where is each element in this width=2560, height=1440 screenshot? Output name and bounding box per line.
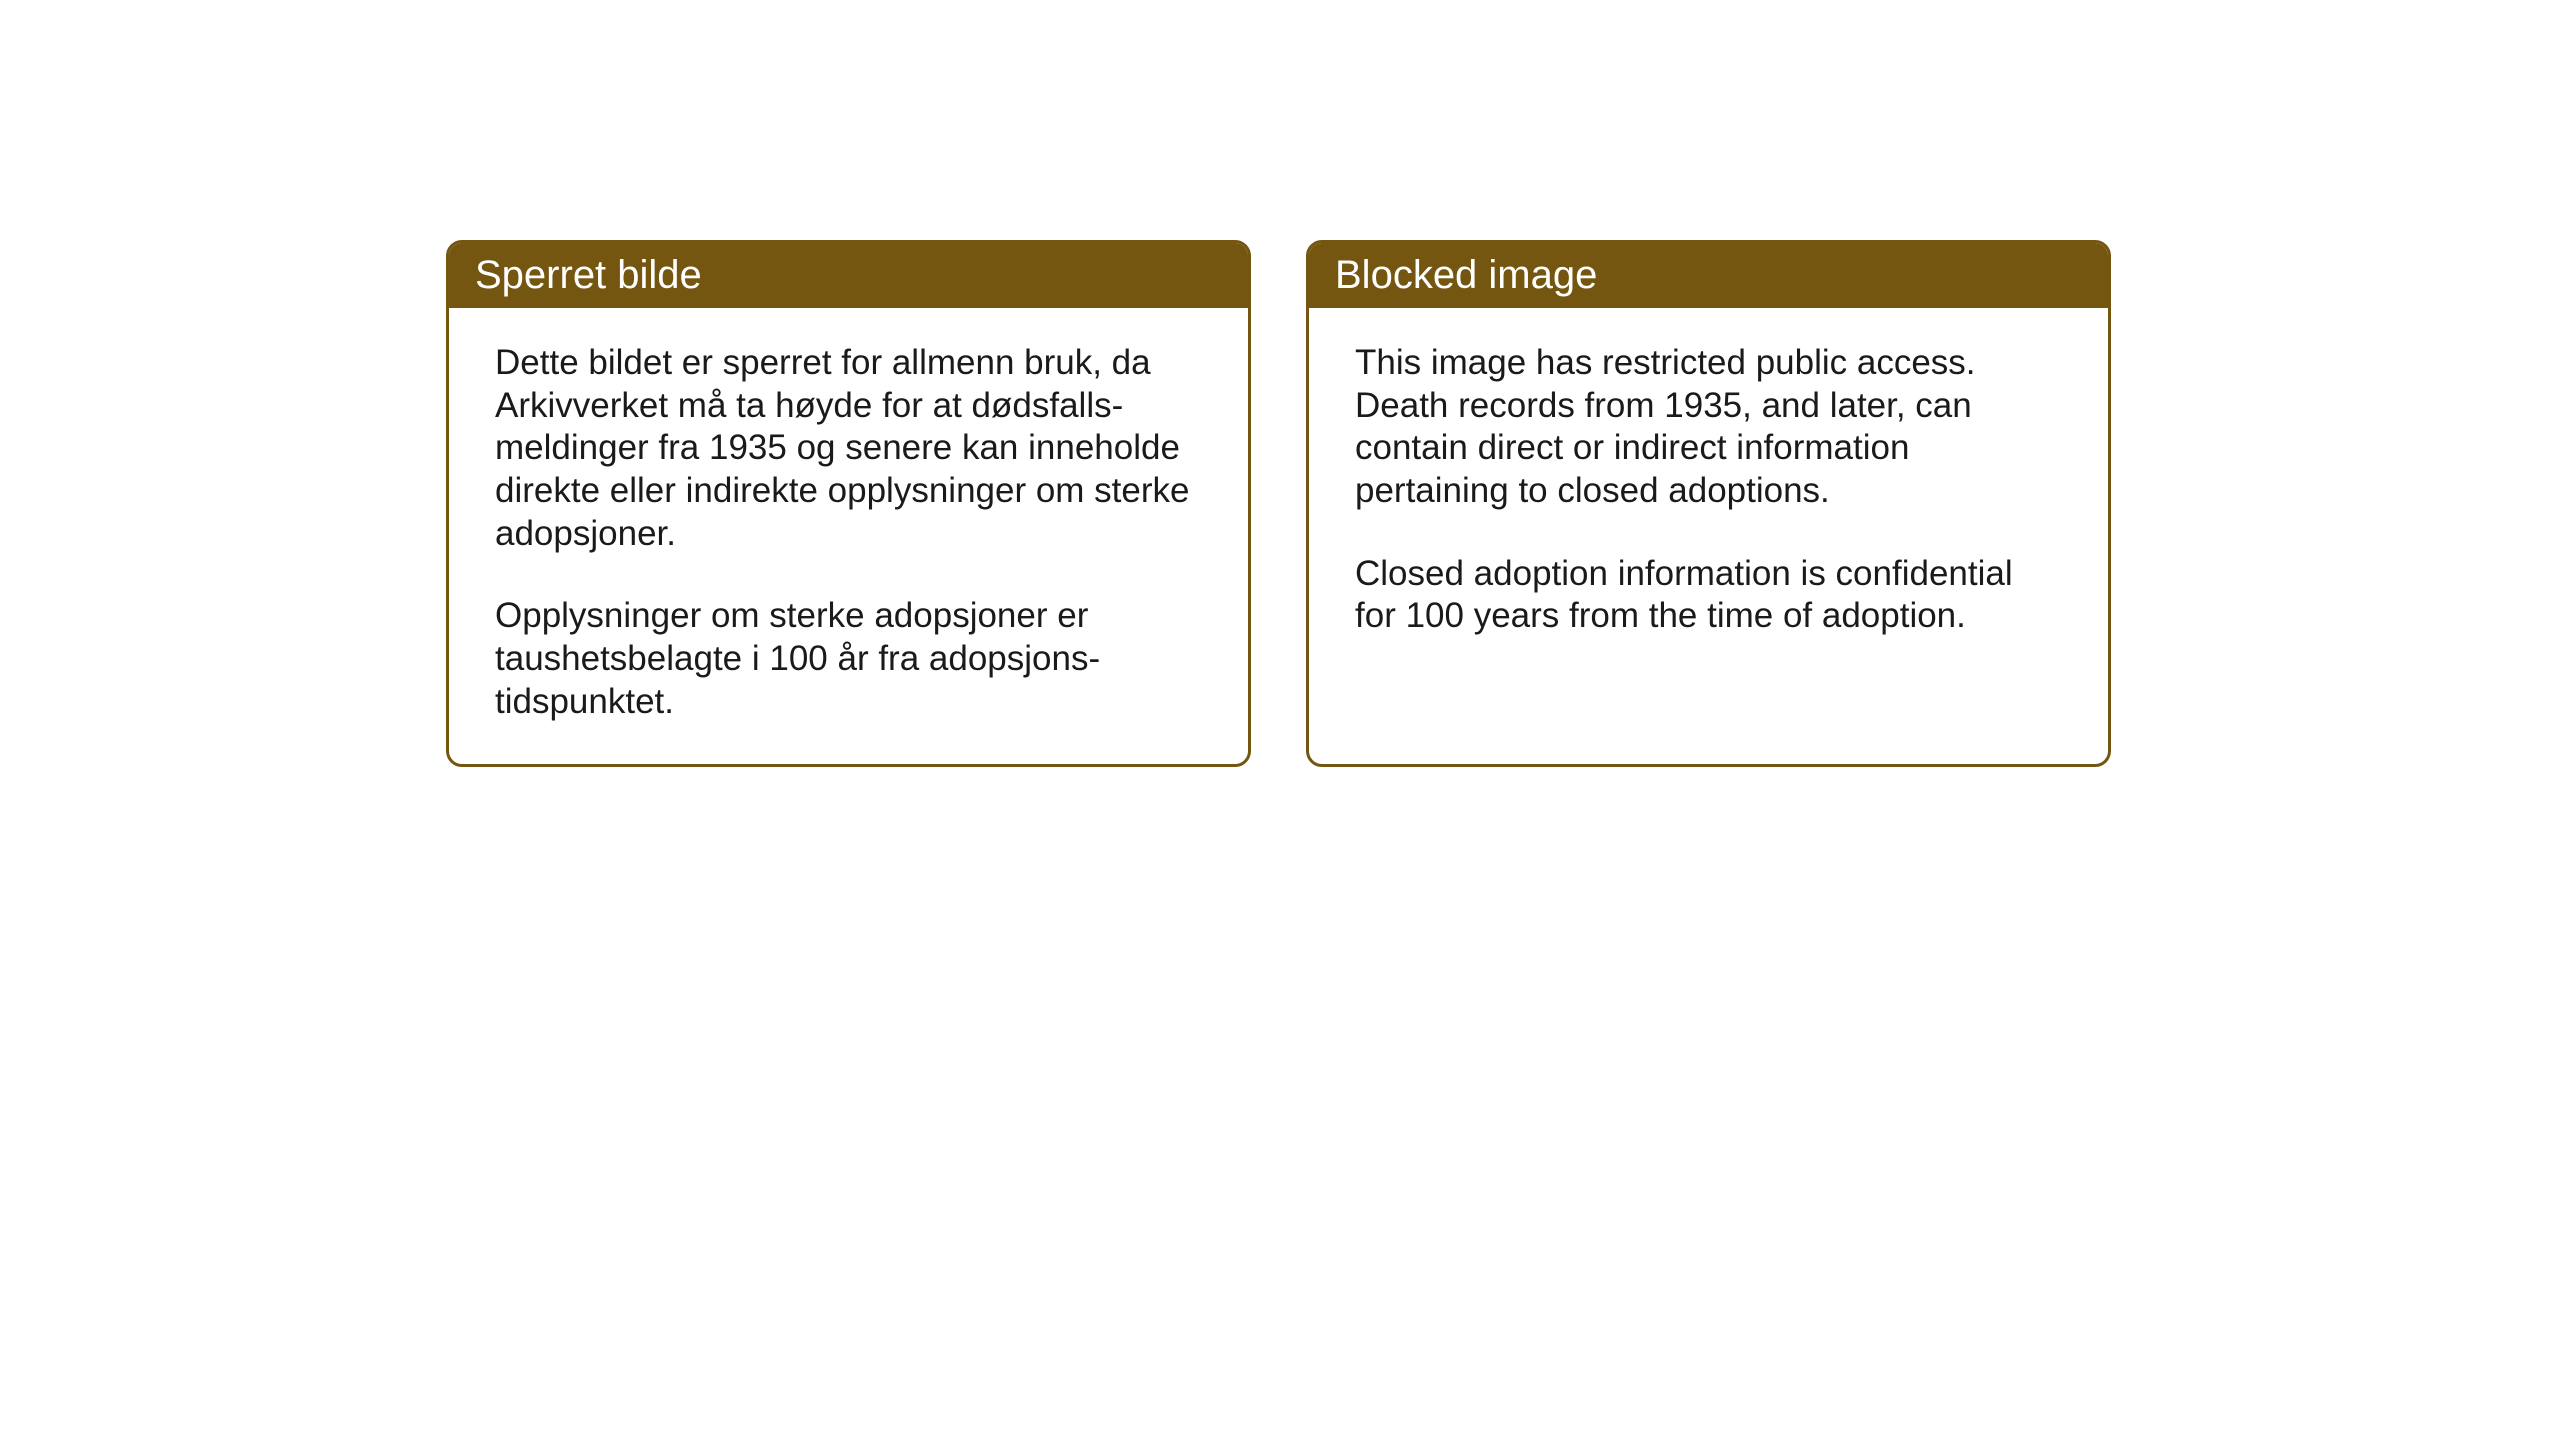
card-body-english: This image has restricted public access.… <box>1309 308 2108 738</box>
card-paragraph-norwegian-1: Dette bildet er sperret for allmenn bruk… <box>495 342 1202 555</box>
blocked-image-card-norwegian: Sperret bilde Dette bildet er sperret fo… <box>446 240 1251 767</box>
card-header-norwegian: Sperret bilde <box>449 243 1248 308</box>
card-body-norwegian: Dette bildet er sperret for allmenn bruk… <box>449 308 1248 764</box>
notice-cards-container: Sperret bilde Dette bildet er sperret fo… <box>0 0 2560 767</box>
card-paragraph-norwegian-2: Opplysninger om sterke adopsjoner er tau… <box>495 595 1202 723</box>
card-header-english: Blocked image <box>1309 243 2108 308</box>
card-title-norwegian: Sperret bilde <box>475 253 702 297</box>
card-paragraph-english-1: This image has restricted public access.… <box>1355 342 2062 513</box>
card-title-english: Blocked image <box>1335 253 1597 297</box>
card-paragraph-english-2: Closed adoption information is confident… <box>1355 553 2062 638</box>
blocked-image-card-english: Blocked image This image has restricted … <box>1306 240 2111 767</box>
